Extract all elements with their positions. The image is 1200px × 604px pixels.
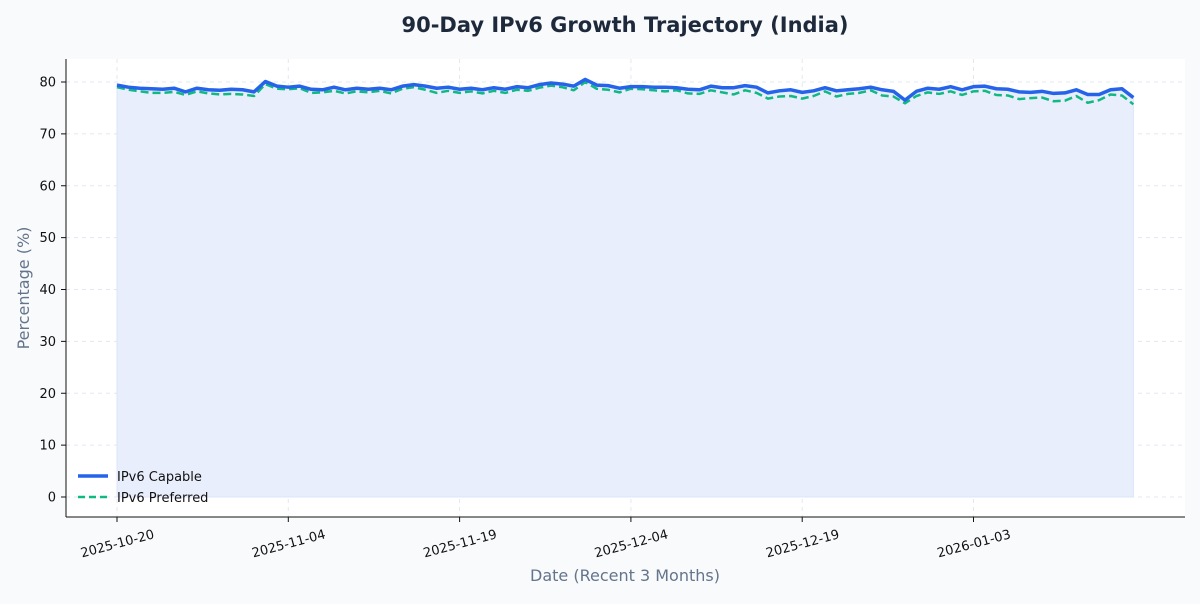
- y-tick-label: 0: [48, 491, 56, 506]
- legend: IPv6 Capable IPv6 Preferred: [78, 470, 208, 506]
- chart-title: 90-Day IPv6 Growth Trajectory (India): [401, 13, 848, 37]
- y-tick-label: 30: [39, 335, 56, 350]
- y-tick-label: 10: [39, 439, 56, 454]
- x-tick-label: 2025-12-19: [764, 527, 841, 561]
- y-ticks: 0 10 20 30 40 50 60 70 80: [39, 76, 66, 506]
- axes: [65, 59, 1185, 518]
- y-axis-label: Percentage (%): [14, 227, 33, 350]
- x-tick-label: 2025-11-19: [422, 527, 499, 561]
- area-fill: [116, 78, 1134, 498]
- y-tick-label: 60: [39, 179, 56, 194]
- x-tick-label: 2025-11-04: [250, 527, 327, 561]
- x-tick-label: 2025-10-20: [79, 527, 156, 561]
- x-axis-label: Date (Recent 3 Months): [530, 566, 720, 585]
- area-fill-capable: [116, 78, 1134, 498]
- series-line-ipv6-preferred: [116, 80, 1135, 106]
- legend-label-preferred: IPv6 Preferred: [117, 491, 208, 506]
- x-tick-label: 2025-12-04: [593, 527, 670, 561]
- y-tick-label: 20: [39, 387, 56, 402]
- y-tick-label: 50: [39, 231, 56, 246]
- y-tick-label: 40: [39, 283, 56, 298]
- legend-label-capable: IPv6 Capable: [117, 470, 202, 485]
- series-line-ipv6-capable: [116, 77, 1135, 102]
- x-ticks: 2025-10-20 2025-11-04 2025-11-19 2025-12-04…: [79, 517, 1013, 561]
- series-lines: [116, 77, 1135, 106]
- y-tick-label: 70: [39, 127, 56, 142]
- y-tick-label: 80: [39, 76, 56, 91]
- x-tick-label: 2026-01-03: [936, 527, 1013, 561]
